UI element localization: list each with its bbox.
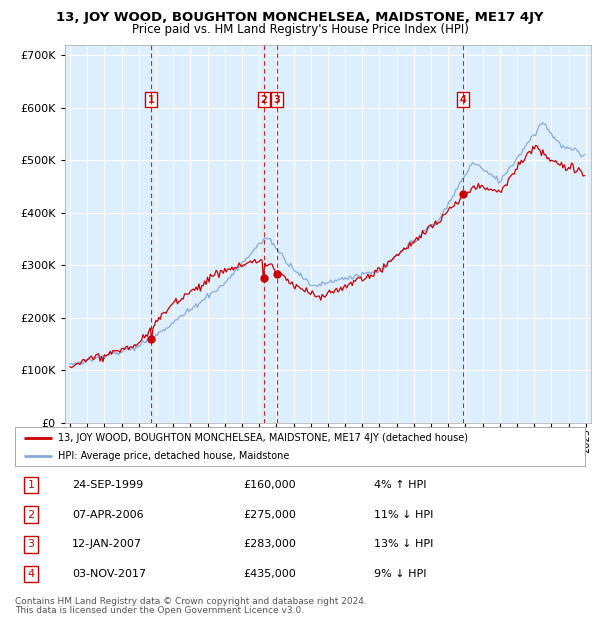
Text: HPI: Average price, detached house, Maidstone: HPI: Average price, detached house, Maid… (58, 451, 289, 461)
Text: 9% ↓ HPI: 9% ↓ HPI (374, 569, 427, 579)
Text: 4: 4 (460, 95, 466, 105)
Text: 07-APR-2006: 07-APR-2006 (72, 510, 143, 520)
Text: This data is licensed under the Open Government Licence v3.0.: This data is licensed under the Open Gov… (15, 606, 304, 615)
Text: 1: 1 (28, 480, 34, 490)
Text: 11% ↓ HPI: 11% ↓ HPI (374, 510, 433, 520)
Text: £283,000: £283,000 (243, 539, 296, 549)
Text: 3: 3 (28, 539, 34, 549)
Text: 03-NOV-2017: 03-NOV-2017 (72, 569, 146, 579)
Text: Contains HM Land Registry data © Crown copyright and database right 2024.: Contains HM Land Registry data © Crown c… (15, 597, 367, 606)
Text: 12-JAN-2007: 12-JAN-2007 (72, 539, 142, 549)
Text: 2: 2 (260, 95, 267, 105)
Text: 3: 3 (274, 95, 280, 105)
Text: 4% ↑ HPI: 4% ↑ HPI (374, 480, 427, 490)
Text: Price paid vs. HM Land Registry's House Price Index (HPI): Price paid vs. HM Land Registry's House … (131, 23, 469, 36)
Text: 13% ↓ HPI: 13% ↓ HPI (374, 539, 433, 549)
Text: £435,000: £435,000 (243, 569, 296, 579)
Text: 1: 1 (148, 95, 155, 105)
Text: £275,000: £275,000 (243, 510, 296, 520)
Text: £160,000: £160,000 (243, 480, 296, 490)
Text: 24-SEP-1999: 24-SEP-1999 (72, 480, 143, 490)
Text: 13, JOY WOOD, BOUGHTON MONCHELSEA, MAIDSTONE, ME17 4JY (detached house): 13, JOY WOOD, BOUGHTON MONCHELSEA, MAIDS… (58, 433, 468, 443)
Text: 2: 2 (28, 510, 35, 520)
Text: 4: 4 (28, 569, 35, 579)
Text: 13, JOY WOOD, BOUGHTON MONCHELSEA, MAIDSTONE, ME17 4JY: 13, JOY WOOD, BOUGHTON MONCHELSEA, MAIDS… (56, 11, 544, 24)
